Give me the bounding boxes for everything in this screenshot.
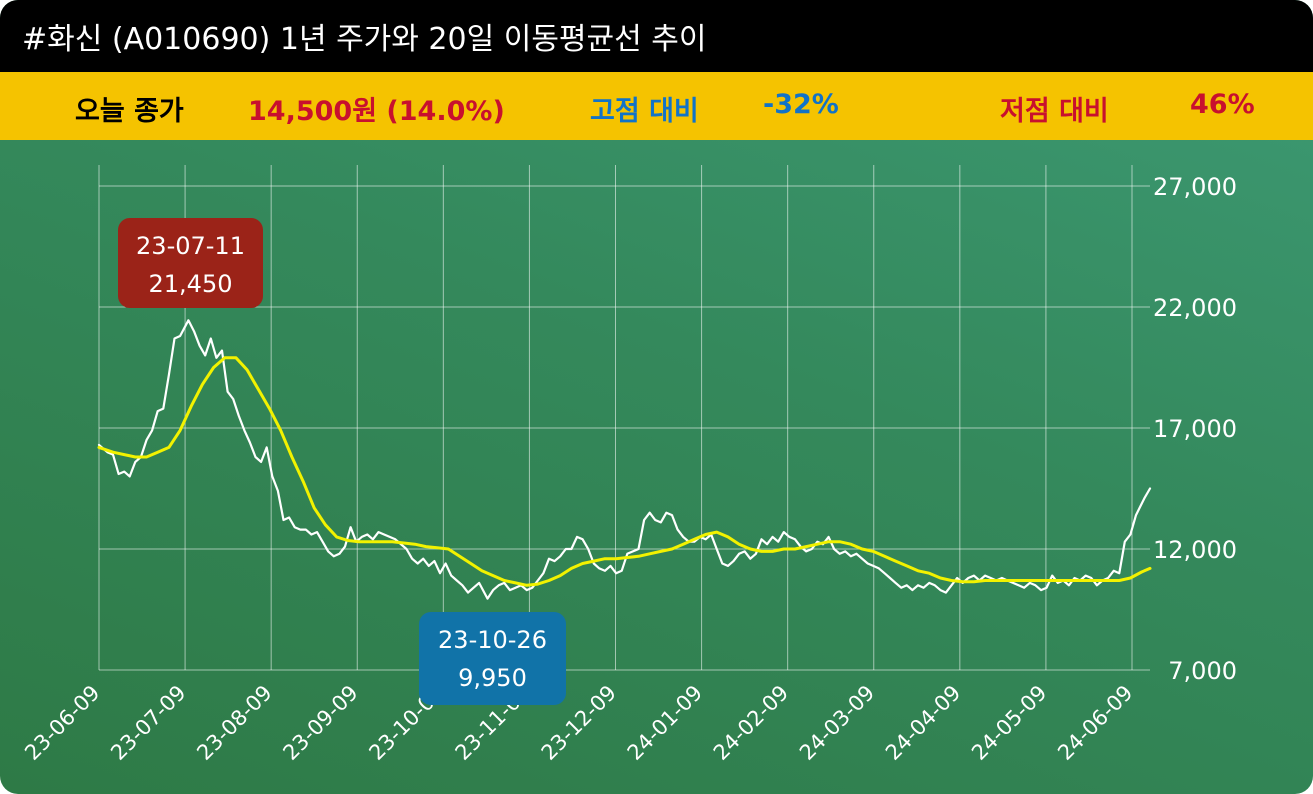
low-compare-label: 저점 대비 xyxy=(1000,96,1109,127)
y-tick-label: 17,000 xyxy=(1153,415,1237,443)
y-tick-label: 12,000 xyxy=(1153,536,1237,564)
high-callout: 23-07-11 21,450 xyxy=(118,218,263,308)
x-tick-label: 24-06-09 xyxy=(1053,681,1137,765)
close-label: 오늘 종가 xyxy=(75,96,184,127)
x-tick-label: 23-07-09 xyxy=(106,681,190,765)
low-compare-value: 46% xyxy=(1190,89,1255,120)
chart-series xyxy=(97,319,1152,600)
callout-box xyxy=(118,218,263,308)
y-tick-label: 22,000 xyxy=(1153,294,1237,322)
callout-value: 21,450 xyxy=(149,270,233,298)
x-tick-label: 23-06-09 xyxy=(20,681,104,765)
x-tick-label: 23-08-09 xyxy=(192,681,276,765)
ma20-series-line xyxy=(97,356,1152,587)
x-tick-label: 24-04-09 xyxy=(881,681,965,765)
callout-value: 9,950 xyxy=(458,664,527,692)
callout-date: 23-07-11 xyxy=(136,232,245,260)
callout-date: 23-10-26 xyxy=(438,626,547,654)
high-compare-label: 고점 대비 xyxy=(590,96,699,127)
low-callout: 23-10-26 9,950 xyxy=(419,612,566,705)
page-title: #화신 (A010690) 1년 주가와 20일 이동평균선 추이 xyxy=(22,22,707,57)
x-tick-label: 24-05-09 xyxy=(967,681,1051,765)
high-compare-value: -32% xyxy=(763,89,839,120)
x-tick-label: 24-02-09 xyxy=(709,681,793,765)
summary-bar xyxy=(0,72,1313,140)
x-tick-label: 24-01-09 xyxy=(623,681,707,765)
title-bar: #화신 (A010690) 1년 주가와 20일 이동평균선 추이 xyxy=(0,0,1313,72)
chart-annotations: 23-07-11 21,450 23-10-26 9,950 xyxy=(118,218,566,705)
x-tick-label: 24-03-09 xyxy=(795,681,879,765)
y-tick-label: 27,000 xyxy=(1153,173,1237,201)
x-tick-label: 23-09-09 xyxy=(278,681,362,765)
close-value: 14,500원 (14.0%) xyxy=(248,96,505,127)
callout-box xyxy=(419,612,566,705)
y-tick-label: 7,000 xyxy=(1168,657,1237,685)
price-series-line xyxy=(97,319,1152,600)
